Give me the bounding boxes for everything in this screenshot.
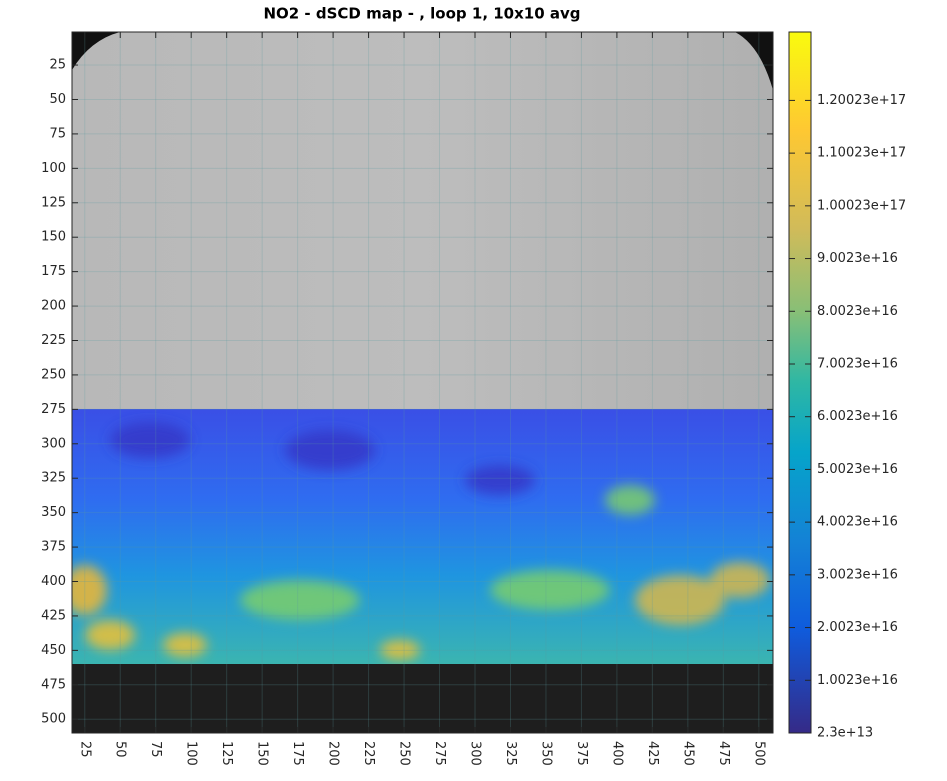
y-tick-label: 350 (41, 505, 66, 520)
axes-box (71, 31, 774, 734)
x-tick-label: 150 (255, 741, 270, 766)
image (72, 32, 773, 733)
colorbar (788, 31, 812, 734)
colorbar-tick-label: 1.10023e+17 (817, 146, 906, 161)
y-tick-label: 300 (41, 436, 66, 451)
vignette (72, 32, 120, 70)
y-tick-label: 250 (41, 367, 66, 382)
x-tick-label: 25 (77, 741, 92, 758)
x-tick-label: 400 (609, 741, 624, 766)
x-tick-label: 275 (432, 741, 447, 766)
colorbar-tick-label: 4.0023e+16 (817, 515, 898, 530)
x-tick-label: 75 (148, 741, 163, 758)
y-tick-label: 75 (49, 126, 66, 141)
y-tick-label: 475 (41, 677, 66, 692)
vignette (735, 32, 773, 90)
x-tick-label: 125 (219, 741, 234, 766)
colorbar-tick-label: 1.20023e+17 (817, 93, 906, 108)
y-tick-label: 200 (41, 299, 66, 314)
x-tick-label: 225 (361, 741, 376, 766)
y-tick-label: 400 (41, 574, 66, 589)
x-tick-label: 500 (751, 741, 766, 766)
colorbar-tick-label: 5.0023e+16 (817, 462, 898, 477)
x-tick-label: 50 (113, 741, 128, 758)
chart-title: NO2 - dSCD map - , loop 1, 10x10 avg (263, 5, 580, 23)
colorbar-tick-label: 7.0023e+16 (817, 356, 898, 371)
x-tick-label: 375 (574, 741, 589, 766)
colorbar-tick-label: 8.0023e+16 (817, 304, 898, 319)
y-tick-label: 375 (41, 540, 66, 555)
y-tick-label: 150 (41, 230, 66, 245)
y-tick-label: 25 (49, 58, 66, 73)
x-tick-label: 325 (503, 741, 518, 766)
y-tick-label: 450 (41, 643, 66, 658)
x-tick-label: 175 (290, 741, 305, 766)
y-tick-label: 175 (41, 264, 66, 279)
colorbar-tick-label: 6.0023e+16 (817, 409, 898, 424)
x-tick-label: 250 (397, 741, 412, 766)
camera-image (72, 32, 773, 410)
y-tick-label: 50 (49, 92, 66, 107)
y-tick-label: 225 (41, 333, 66, 348)
y-tick-label: 275 (41, 402, 66, 417)
y-tick-label: 425 (41, 608, 66, 623)
x-tick-label: 200 (326, 741, 341, 766)
x-tick-label: 425 (645, 741, 660, 766)
dark-image (72, 664, 773, 733)
colorbar-tick-label: 2.0023e+16 (817, 620, 898, 635)
colorbar-tick-label: 1.00023e+17 (817, 198, 906, 213)
x-tick-label: 475 (716, 741, 731, 766)
y-tick-label: 325 (41, 471, 66, 486)
x-tick-label: 450 (680, 741, 695, 766)
x-tick-label: 300 (468, 741, 483, 766)
colorbar-tick-label: 9.0023e+16 (817, 251, 898, 266)
colorbar-tick-label: 3.0023e+16 (817, 567, 898, 582)
colorbar-tick-label: 2.3e+13 (817, 726, 873, 741)
y-tick-label: 100 (41, 161, 66, 176)
no2-map (72, 409, 773, 665)
x-tick-label: 100 (184, 741, 199, 766)
colorbar-tick-label: 1.0023e+16 (817, 673, 898, 688)
y-tick-label: 125 (41, 195, 66, 210)
y-tick-label: 500 (41, 712, 66, 727)
x-tick-label: 350 (538, 741, 553, 766)
